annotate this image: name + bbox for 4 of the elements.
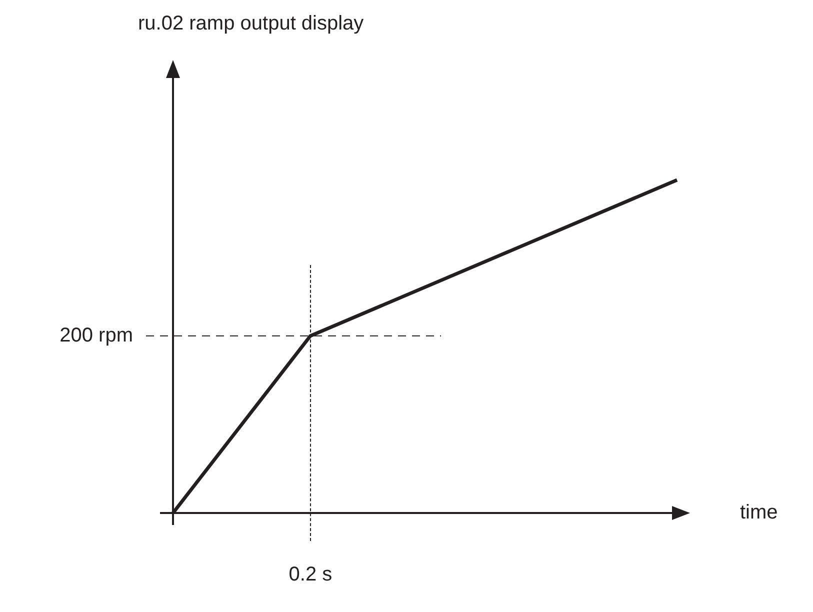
text: ru.02 ramp output display [138, 12, 364, 35]
text: 200 rpm [60, 324, 133, 346]
x-axis-title: time [740, 502, 778, 524]
text: 0.2 s [288, 564, 332, 586]
